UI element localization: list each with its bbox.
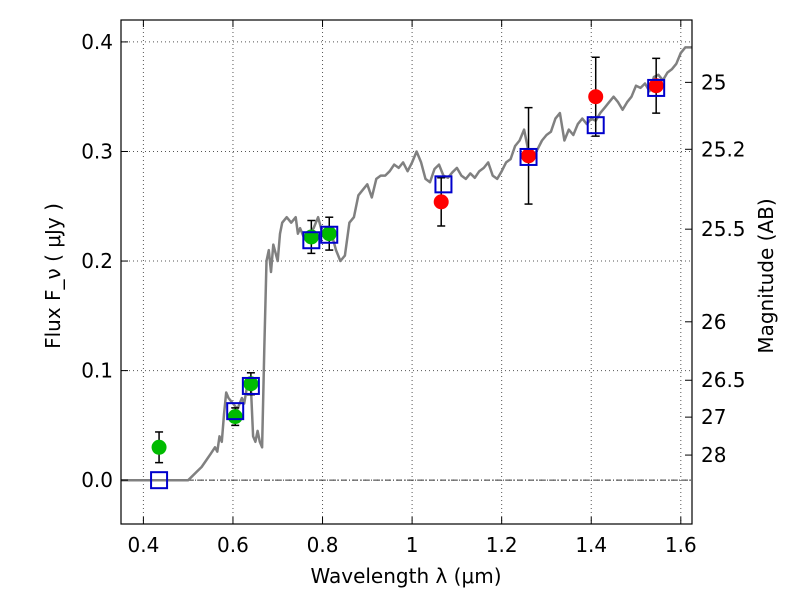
model-square-point [226,402,245,421]
x-axis-label: Wavelength λ (μm) [310,564,501,588]
x-tick-label: 0.6 [217,533,249,557]
model-square-point [320,225,339,244]
y-tick-label: 0.2 [81,249,113,273]
y2-tick-label: 28 [701,443,726,467]
grid-lines [121,20,692,524]
model-spectrum [121,46,692,482]
x-tick-label: 0.8 [307,533,339,557]
y-axis-label: Flux F_ν ( μJy ) [41,203,65,349]
y2-tick-label: 25 [701,70,726,94]
y2-tick-label: 26 [701,310,726,334]
red-data-point [588,89,604,105]
y2-tick-label: 27 [701,405,726,429]
green-data-point [321,226,337,242]
model-square-point [586,116,605,135]
red-data-point [521,148,537,164]
photometry-points [150,56,666,490]
model-square-point [302,231,321,250]
model-square-point [150,471,169,490]
x-tick-label: 1 [406,533,419,557]
x-tick-label: 1.2 [486,533,518,557]
x-tick-label: 0.4 [127,533,159,557]
y2-tick-label: 26.5 [701,368,746,392]
red-data-point [648,78,664,94]
axis-ticks: 0.4 0.6 0.8 1 1.2 1.4 1.6 0.0 0.1 0.2 0.3 0.4 25 25.2… [81,20,746,557]
red-data-point [433,194,449,210]
y2-tick-label: 25.5 [701,217,746,241]
model-square-point [647,78,666,97]
y-tick-label: 0.3 [81,139,113,163]
model-square-point [434,175,453,194]
plot-frame [120,19,693,525]
green-data-point [151,439,167,455]
green-data-point [227,409,243,425]
y-tick-label: 0.0 [81,468,113,492]
y-tick-label: 0.1 [81,359,113,383]
y-tick-label: 0.4 [81,30,113,54]
y2-axis-label: Magnitude (AB) [754,198,778,353]
model-spectrum-line [121,46,692,482]
green-data-point [243,376,259,392]
x-tick-label: 1.6 [665,533,697,557]
x-tick-label: 1.4 [575,533,607,557]
model-square-point [519,147,538,166]
model-square-point [241,376,260,395]
y2-tick-label: 25.2 [701,137,746,161]
plot-border [120,19,693,525]
